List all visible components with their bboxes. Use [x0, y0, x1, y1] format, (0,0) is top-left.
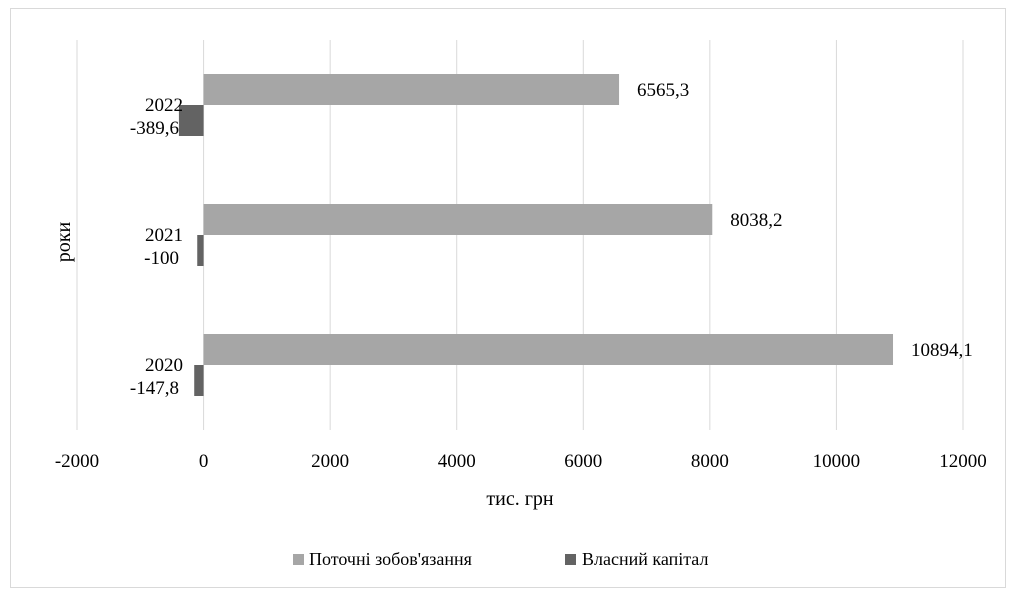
legend-label-current-liabilities: Поточні зобов'язання [309, 549, 472, 569]
data-label-2022-current-liabilities: 6565,3 [637, 80, 689, 101]
x-axis-title: тис. грн [486, 488, 554, 510]
bar-2020-equity [194, 365, 204, 396]
bar-2022-equity [178, 105, 204, 136]
x-tick-label: 8000 [691, 451, 729, 472]
bars [178, 74, 894, 396]
x-tick-label: 4000 [438, 451, 476, 472]
y-category-label-2020: 2020 [145, 355, 183, 376]
x-tick-label: 0 [199, 451, 209, 472]
x-tick-label: 6000 [564, 451, 602, 472]
legend-swatch-equity [565, 554, 576, 565]
legend-label-equity: Власний капітал [582, 549, 708, 569]
y-axis-title: роки [53, 221, 75, 262]
data-label-2020-current-liabilities: 10894,1 [911, 340, 973, 361]
bar-2020-current-liabilities [203, 334, 894, 365]
x-axis-ticks: -2000 0 2000 4000 6000 8000 10000 12000 [55, 451, 987, 472]
bar-2021-current-liabilities [203, 204, 713, 235]
data-label-2021-equity: -100 [144, 248, 179, 269]
data-label-2021-current-liabilities: 8038,2 [730, 210, 782, 231]
x-tick-label: 2000 [311, 451, 349, 472]
y-category-label-2021: 2021 [145, 225, 183, 246]
bar-2022-current-liabilities [203, 74, 620, 105]
x-tick-label: -2000 [55, 451, 99, 472]
data-label-2022-equity: -389,6 [130, 118, 179, 139]
bar-2021-equity [197, 235, 204, 266]
y-category-label-2022: 2022 [145, 95, 183, 116]
x-tick-label: 12000 [939, 451, 987, 472]
labels: 10894,1 2020-147,8 8038,2 2021-100 6565,3 202… [130, 80, 973, 399]
legend-swatch-current-liabilities [293, 554, 304, 565]
data-label-2020-equity: -147,8 [130, 378, 179, 399]
x-tick-label: 10000 [813, 451, 861, 472]
legend: Поточні зобов'язання Власний капітал [293, 549, 708, 569]
